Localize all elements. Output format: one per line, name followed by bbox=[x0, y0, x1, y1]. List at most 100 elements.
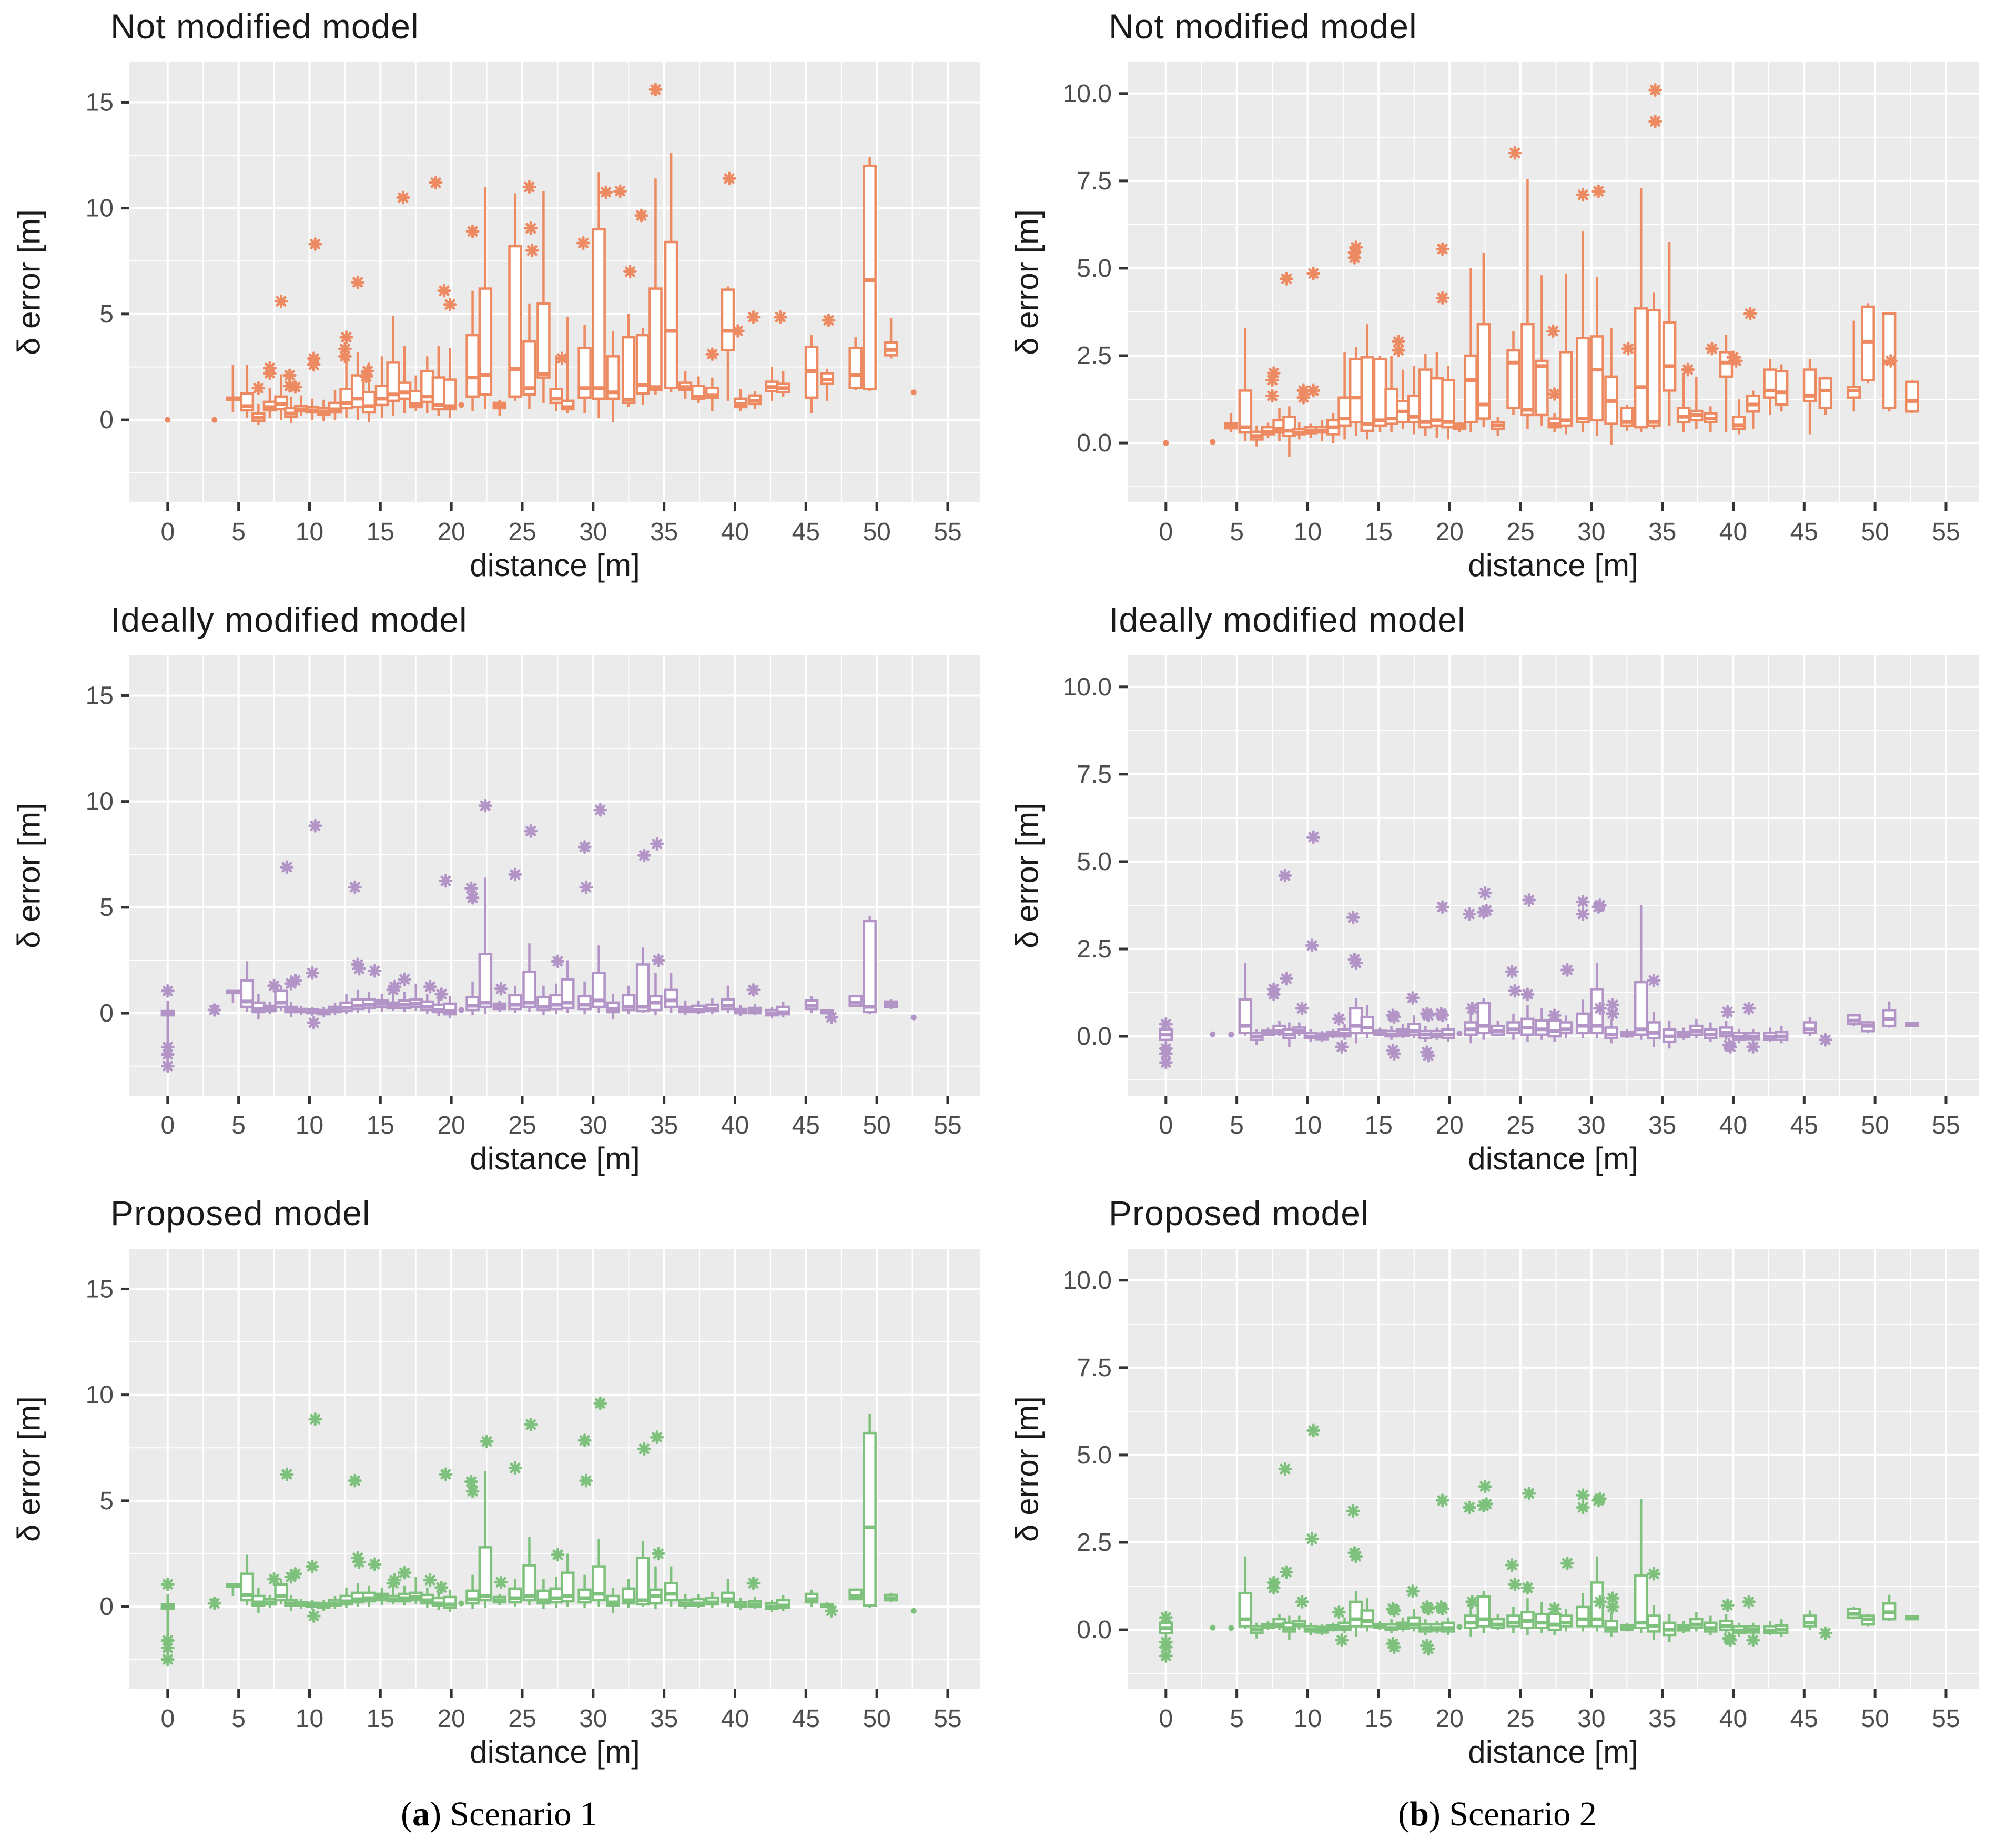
svg-text:0.0: 0.0 bbox=[1077, 1616, 1112, 1644]
svg-text:10.0: 10.0 bbox=[1063, 1267, 1112, 1295]
svg-text:10: 10 bbox=[296, 1705, 323, 1733]
panel-title: Not modified model bbox=[110, 7, 419, 46]
svg-text:5: 5 bbox=[1230, 1112, 1244, 1139]
svg-text:10: 10 bbox=[1294, 518, 1322, 546]
svg-text:25: 25 bbox=[508, 1705, 536, 1733]
panel-s1-ideally-modified: Ideally modified model δ error [m] dista… bbox=[0, 593, 998, 1187]
svg-text:5: 5 bbox=[231, 1705, 246, 1733]
svg-text:45: 45 bbox=[792, 1112, 820, 1139]
svg-text:35: 35 bbox=[1648, 1112, 1676, 1139]
svg-text:7.5: 7.5 bbox=[1077, 1354, 1112, 1382]
svg-text:0.0: 0.0 bbox=[1077, 1023, 1112, 1051]
svg-text:5: 5 bbox=[99, 894, 114, 922]
svg-text:40: 40 bbox=[721, 518, 749, 546]
caption-row: (a) Scenario 1 (b) Scenario 2 bbox=[0, 1780, 1997, 1848]
svg-text:15: 15 bbox=[367, 1705, 394, 1733]
x-axis-title: distance [m] bbox=[470, 1141, 640, 1176]
svg-text:7.5: 7.5 bbox=[1077, 167, 1112, 195]
svg-text:20: 20 bbox=[437, 518, 465, 546]
svg-text:25: 25 bbox=[1506, 1112, 1534, 1139]
svg-text:50: 50 bbox=[863, 518, 890, 546]
svg-text:5: 5 bbox=[99, 1487, 114, 1515]
caption-open-paren: ( bbox=[401, 1794, 413, 1833]
svg-text:20: 20 bbox=[437, 1705, 465, 1733]
svg-text:55: 55 bbox=[934, 1705, 961, 1733]
svg-text:0: 0 bbox=[99, 999, 114, 1027]
svg-text:0: 0 bbox=[160, 518, 175, 546]
svg-text:30: 30 bbox=[1577, 1705, 1605, 1733]
boxplot-canvas-s2-proposed: 0 5 10 15 20 25 30 35 40 45 50 55 0.0 2.5 5.0 7.5 10.0 bbox=[1063, 1249, 1979, 1733]
svg-text:20: 20 bbox=[1435, 518, 1463, 546]
svg-text:15: 15 bbox=[367, 1112, 394, 1139]
svg-text:5: 5 bbox=[1230, 518, 1244, 546]
svg-text:0: 0 bbox=[1159, 518, 1173, 546]
x-axis-title: distance [m] bbox=[470, 1734, 640, 1770]
svg-text:10: 10 bbox=[86, 788, 114, 816]
panel-s2-not-modified: Not modified model δ error [m] distance … bbox=[998, 0, 1996, 593]
svg-text:0: 0 bbox=[160, 1112, 175, 1139]
svg-text:55: 55 bbox=[1932, 518, 1960, 546]
svg-text:20: 20 bbox=[1435, 1112, 1463, 1139]
svg-text:35: 35 bbox=[650, 1112, 678, 1139]
svg-text:5: 5 bbox=[231, 1112, 246, 1139]
svg-text:30: 30 bbox=[579, 1112, 607, 1139]
svg-text:0: 0 bbox=[1159, 1705, 1173, 1733]
svg-text:45: 45 bbox=[1790, 518, 1818, 546]
svg-text:15: 15 bbox=[1365, 1705, 1393, 1733]
svg-text:5.0: 5.0 bbox=[1077, 848, 1112, 876]
panel-title: Proposed model bbox=[110, 1194, 371, 1233]
svg-text:55: 55 bbox=[934, 518, 961, 546]
svg-text:25: 25 bbox=[508, 518, 536, 546]
svg-text:15: 15 bbox=[86, 88, 114, 116]
svg-text:40: 40 bbox=[1719, 1705, 1747, 1733]
panel-title: Ideally modified model bbox=[110, 600, 468, 639]
svg-text:5.0: 5.0 bbox=[1077, 1441, 1112, 1469]
x-axis-title: distance [m] bbox=[1468, 548, 1638, 583]
svg-text:50: 50 bbox=[1861, 1705, 1889, 1733]
svg-text:15: 15 bbox=[1365, 518, 1393, 546]
svg-text:40: 40 bbox=[721, 1112, 749, 1139]
boxplot-canvas-s1-proposed: 0 5 10 15 20 25 30 35 40 45 50 55 0 5 10 15 bbox=[86, 1249, 980, 1733]
svg-text:55: 55 bbox=[934, 1112, 961, 1139]
svg-text:10: 10 bbox=[86, 1381, 114, 1409]
svg-text:10.0: 10.0 bbox=[1063, 673, 1112, 701]
svg-text:15: 15 bbox=[367, 518, 394, 546]
svg-text:2.5: 2.5 bbox=[1077, 342, 1112, 370]
svg-text:25: 25 bbox=[1506, 1705, 1534, 1733]
svg-text:55: 55 bbox=[1932, 1705, 1960, 1733]
caption-text: ) Scenario 2 bbox=[1428, 1794, 1597, 1833]
svg-text:45: 45 bbox=[1790, 1705, 1818, 1733]
panel-s2-proposed: Proposed model δ error [m] distance [m] … bbox=[998, 1187, 1996, 1780]
svg-text:7.5: 7.5 bbox=[1077, 761, 1112, 789]
caption-open-paren: ( bbox=[1398, 1794, 1410, 1833]
panel-s2-ideally-modified: Ideally modified model δ error [m] dista… bbox=[998, 593, 1996, 1187]
svg-text:30: 30 bbox=[1577, 1112, 1605, 1139]
svg-text:50: 50 bbox=[1861, 1112, 1889, 1139]
svg-text:35: 35 bbox=[650, 1705, 678, 1733]
caption-letter: b bbox=[1410, 1794, 1429, 1833]
svg-text:5: 5 bbox=[231, 518, 246, 546]
svg-text:10.0: 10.0 bbox=[1063, 80, 1112, 108]
caption-scenario-1: (a) Scenario 1 bbox=[0, 1794, 998, 1834]
boxplot-canvas-s2-not-modified: 0 5 10 15 20 25 30 35 40 45 50 55 0.0 2.5 5.0 7.5 10.0 bbox=[1063, 62, 1979, 546]
panel-title: Ideally modified model bbox=[1109, 600, 1466, 639]
panel-s1-proposed: Proposed model δ error [m] distance [m] … bbox=[0, 1187, 998, 1780]
panel-grid: Not modified model δ error [m] distance … bbox=[0, 0, 1996, 1780]
x-axis-title: distance [m] bbox=[470, 548, 640, 583]
svg-text:5: 5 bbox=[1230, 1705, 1244, 1733]
svg-text:5.0: 5.0 bbox=[1077, 255, 1112, 282]
svg-text:0.0: 0.0 bbox=[1077, 429, 1112, 457]
svg-text:10: 10 bbox=[296, 518, 323, 546]
svg-text:0: 0 bbox=[1159, 1112, 1173, 1139]
svg-text:50: 50 bbox=[863, 1705, 890, 1733]
svg-text:25: 25 bbox=[508, 1112, 536, 1139]
svg-text:0: 0 bbox=[99, 406, 114, 434]
svg-text:40: 40 bbox=[1719, 1112, 1747, 1139]
svg-text:40: 40 bbox=[721, 1705, 749, 1733]
svg-text:50: 50 bbox=[863, 1112, 890, 1139]
svg-text:30: 30 bbox=[579, 1705, 607, 1733]
boxplot-canvas-s1-ideally-modified: 0 5 10 15 20 25 30 35 40 45 50 55 0 5 10 15 bbox=[86, 655, 980, 1139]
svg-text:15: 15 bbox=[1365, 1112, 1393, 1139]
panel-s1-not-modified: Not modified model δ error [m] distance … bbox=[0, 0, 998, 593]
